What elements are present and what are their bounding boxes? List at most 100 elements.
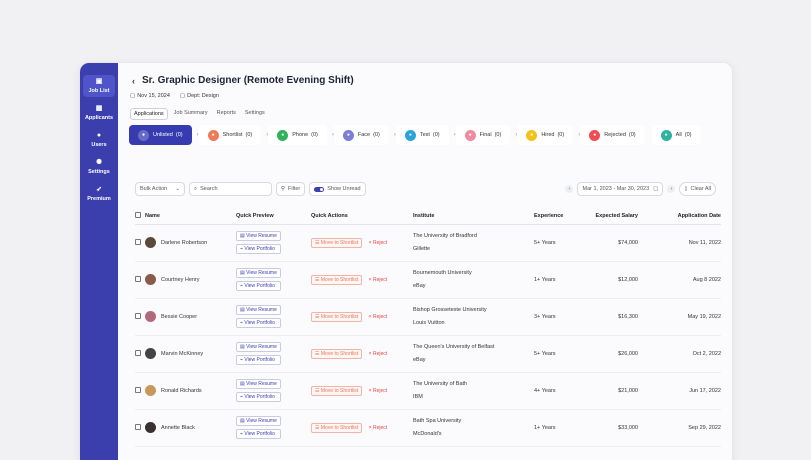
tab-settings[interactable]: Settings [244, 110, 265, 116]
reject-button[interactable]: × Reject [368, 313, 388, 320]
company-name: Louis Vuitton [413, 320, 445, 326]
table-header-row: Name Quick Preview Quick Actions Institu… [135, 209, 721, 225]
link-icon: ⌁ [240, 431, 245, 437]
applicant-name[interactable]: Darlene Robertson [161, 239, 208, 246]
tab-job-summary[interactable]: Job Summary [173, 110, 208, 116]
reject-button[interactable]: × Reject [368, 239, 388, 246]
search-input[interactable]: ⌕ Search [189, 182, 272, 196]
date-range-picker[interactable]: Mar 1, 2023 - Mar 30, 2023 ▢ [577, 182, 664, 196]
move-to-shortlist-button[interactable]: ☰ Move to Shortlist [311, 348, 363, 359]
view-portfolio-button[interactable]: ⌁ View Portfolio [236, 281, 281, 291]
applicant-name[interactable]: Marvin McKinney [161, 350, 204, 357]
table-row[interactable]: Ronald Richards ▤ View Resume ⌁ View Por… [135, 372, 721, 410]
table-row[interactable]: Marvin McKinney ▤ View Resume ⌁ View Por… [135, 335, 721, 373]
show-unread-toggle[interactable]: Show Unread [309, 182, 366, 196]
table-row[interactable]: Annette Black ▤ View Resume ⌁ View Portf… [135, 409, 721, 447]
stage-test[interactable]: ● Test (0) › [395, 125, 456, 145]
filter-button[interactable]: ⚲ Filter [276, 182, 306, 196]
stage-label: Hired [541, 132, 555, 138]
cell-experience: 5+ Years [534, 224, 578, 262]
stage-hired[interactable]: ● Hired (0) › [517, 125, 580, 145]
table-row[interactable]: Bessie Cooper ▤ View Resume ⌁ View Portf… [135, 298, 721, 336]
job-date: ▢ Nov 15, 2024 [130, 93, 170, 99]
sidebar-item-job-list[interactable]: ▣ Job List [83, 75, 115, 97]
view-resume-button[interactable]: ▤ View Resume [236, 342, 281, 352]
applicant-name[interactable]: Bessie Cooper [161, 313, 198, 320]
tab-reports[interactable]: Reports [216, 110, 236, 116]
clear-all-button[interactable]: ▯ Clear All [679, 182, 716, 196]
row-checkbox[interactable] [135, 238, 141, 245]
stage-face[interactable]: ● Face (0) › [333, 125, 396, 145]
sidebar-item-applicants[interactable]: ▦ Applicants [84, 105, 114, 121]
close-icon: × [368, 313, 373, 320]
chevron-right-icon: › [266, 132, 269, 138]
stage-shortlist[interactable]: ● Shortlist (0) › [198, 125, 268, 145]
view-resume-button[interactable]: ▤ View Resume [236, 268, 281, 278]
stage-icon: ● [342, 129, 354, 141]
company-name: Gillette [413, 246, 431, 252]
reject-button[interactable]: × Reject [368, 424, 388, 431]
move-to-shortlist-button[interactable]: ☰ Move to Shortlist [311, 274, 363, 285]
view-resume-button[interactable]: ▤ View Resume [236, 305, 281, 315]
next-arrow-icon[interactable]: › [667, 185, 676, 193]
bulk-action-select[interactable]: Bulk Action ⌄ [135, 182, 185, 196]
view-portfolio-button[interactable]: ⌁ View Portfolio [236, 429, 281, 439]
cell-experience: 3+ Years [534, 298, 578, 336]
reject-button[interactable]: × Reject [368, 350, 388, 357]
row-checkbox[interactable] [135, 275, 141, 282]
row-checkbox[interactable] [135, 312, 141, 319]
cell-date: Sep 29, 2022 [638, 409, 721, 447]
sidebar: ▣ Job List ▦ Applicants ● Users ✺ Settings ➶… [80, 63, 118, 460]
avatar [145, 237, 156, 248]
reject-button[interactable]: × Reject [368, 276, 388, 283]
applicant-name[interactable]: Courtney Henry [161, 276, 200, 283]
applicant-name[interactable]: Ronald Richards [161, 387, 202, 394]
view-resume-button[interactable]: ▤ View Resume [236, 231, 281, 241]
move-to-shortlist-button[interactable]: ☰ Move to Shortlist [311, 385, 363, 396]
stage-final[interactable]: ● Final (0) › [455, 125, 517, 145]
view-portfolio-button[interactable]: ⌁ View Portfolio [236, 392, 281, 402]
avatar [145, 385, 156, 396]
stage-all[interactable]: ● All (0) [651, 125, 701, 145]
reject-button[interactable]: × Reject [368, 387, 388, 394]
col-experience: Experience [534, 209, 578, 225]
sidebar-item-users[interactable]: ● Users [91, 132, 107, 148]
back-arrow-icon[interactable]: ‹ [132, 75, 135, 86]
stage-label: Phone [292, 132, 309, 138]
table-row[interactable]: Courtney Henry ▤ View Resume ⌁ View Port… [135, 261, 721, 299]
view-portfolio-button[interactable]: ⌁ View Portfolio [236, 318, 281, 328]
rocket-icon: ➶ [96, 186, 102, 193]
row-checkbox[interactable] [135, 349, 141, 356]
move-to-shortlist-button[interactable]: ☰ Move to Shortlist [311, 422, 363, 433]
toolbar: Bulk Action ⌄ ⌕ Search ⚲ Filter Show Unread… [135, 182, 716, 196]
cell-actions: ☰ Move to Shortlist × Reject [311, 335, 413, 373]
cell-preview: ▤ View Resume ⌁ View Portfolio [236, 409, 311, 447]
cell-preview: ▤ View Resume ⌁ View Portfolio [236, 298, 311, 336]
move-to-shortlist-button[interactable]: ☰ Move to Shortlist [311, 237, 363, 248]
link-icon: ⌁ [240, 394, 245, 400]
sidebar-item-premium[interactable]: ➶ Premium [87, 186, 111, 202]
grid-icon: ▦ [95, 105, 103, 112]
prev-arrow-icon[interactable]: ‹ [565, 185, 574, 193]
job-meta: ▢ Nov 15, 2024 ▢ Dept: Design [130, 93, 219, 99]
row-checkbox[interactable] [135, 423, 141, 430]
avatar [145, 422, 156, 433]
table-row[interactable]: Darlene Robertson ▤ View Resume ⌁ View P… [135, 224, 721, 262]
gear-icon: ✺ [96, 159, 102, 166]
stage-rejected[interactable]: ● Rejected (0) [580, 125, 645, 145]
view-resume-button[interactable]: ▤ View Resume [236, 416, 281, 426]
cell-actions: ☰ Move to Shortlist × Reject [311, 224, 413, 262]
toggle-switch[interactable] [314, 186, 325, 192]
applicant-name[interactable]: Annette Black [161, 424, 195, 431]
move-to-shortlist-button[interactable]: ☰ Move to Shortlist [311, 311, 363, 322]
stage-unlisted[interactable]: ● Unlisted (0) › [129, 125, 199, 145]
view-portfolio-button[interactable]: ⌁ View Portfolio [236, 355, 281, 365]
tab-applications[interactable]: Applications [130, 108, 168, 120]
view-portfolio-button[interactable]: ⌁ View Portfolio [236, 244, 281, 254]
select-all-checkbox[interactable] [135, 212, 141, 219]
cell-institute: The Queen's University of Belfast eBay [413, 335, 534, 373]
stage-phone[interactable]: ● Phone (0) › [268, 125, 334, 145]
sidebar-item-settings[interactable]: ✺ Settings [88, 159, 110, 175]
view-resume-button[interactable]: ▤ View Resume [236, 379, 281, 389]
row-checkbox[interactable] [135, 386, 141, 393]
